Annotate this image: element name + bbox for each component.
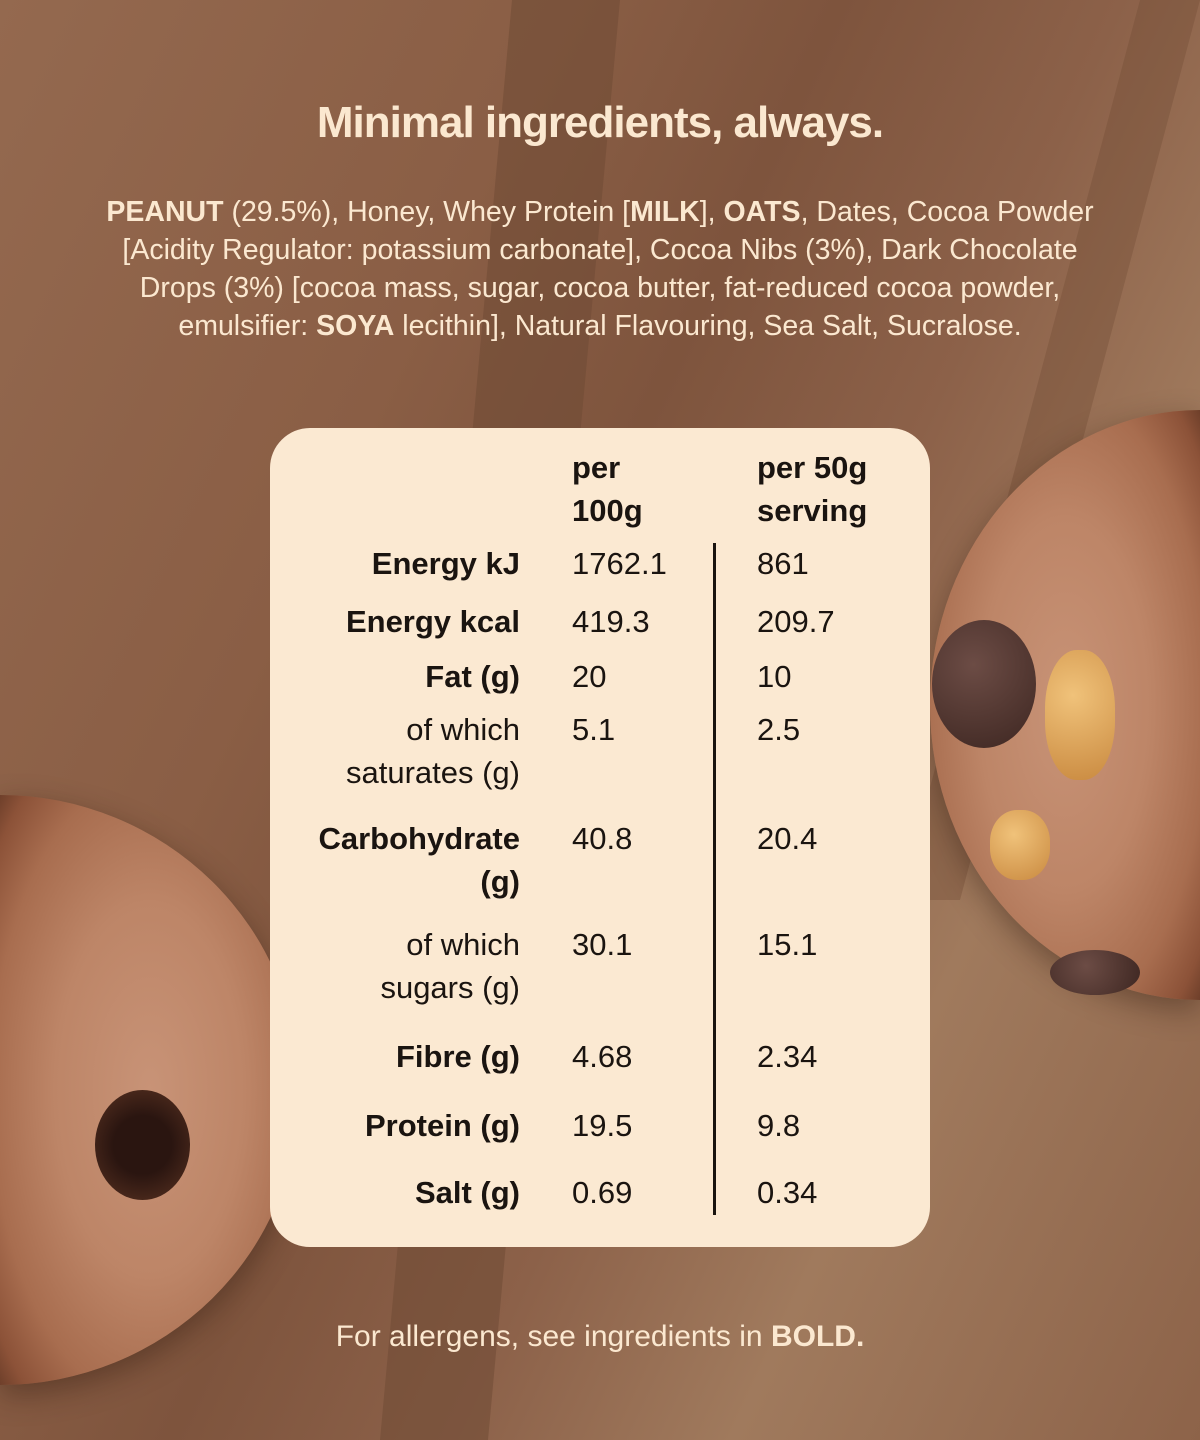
value-per-serving: 2.34 [757, 1039, 818, 1074]
value-per-100g: 20 [572, 659, 607, 694]
value-per-serving: 9.8 [757, 1108, 801, 1143]
allergen-ingredient: MILK [630, 196, 700, 228]
peanut [1045, 650, 1115, 780]
value-per-serving: 209.7 [757, 604, 835, 639]
nutrient-label: Carbohydrate (g) [318, 821, 520, 899]
column-divider [713, 543, 716, 1215]
nutrient-label: Salt (g) [414, 1175, 520, 1210]
value-per-serving: 2.5 [757, 712, 801, 747]
value-per-100g: 0.69 [572, 1175, 633, 1210]
allergen-ingredient: SOYA [316, 310, 395, 342]
value-per-100g: 419.3 [572, 604, 650, 639]
value-per-100g: 30.1 [572, 927, 633, 962]
nutrient-label: Energy kcal [345, 604, 520, 639]
ingredient-text: lecithin], Natural Flavouring, Sea Salt,… [394, 310, 1022, 342]
header-per-100g: per 100g [572, 450, 643, 528]
value-per-100g: 4.68 [572, 1039, 633, 1074]
header-per-serving: per 50g serving [757, 450, 868, 528]
nutrient-label: of which sugars (g) [380, 927, 520, 1005]
chocolate-chip [95, 1090, 190, 1200]
allergen-ingredient: OATS [723, 196, 801, 228]
ingredients-list: PEANUT (29.5%), Honey, Whey Protein [MIL… [92, 193, 1108, 345]
value-per-serving: 861 [757, 546, 809, 581]
allergen-note-bold: BOLD. [770, 1320, 865, 1353]
chocolate-chip [932, 620, 1036, 748]
allergen-ingredient: PEANUT [106, 196, 224, 228]
value-per-serving: 20.4 [757, 821, 818, 856]
ingredient-text: (29.5%), Honey, Whey Protein [ [223, 196, 631, 228]
nutrient-label: Fibre (g) [396, 1039, 520, 1074]
value-per-100g: 5.1 [572, 712, 616, 747]
value-per-serving: 0.34 [757, 1175, 818, 1210]
allergen-note-text: For allergens, see ingredients in [335, 1320, 771, 1353]
value-per-serving: 10 [757, 659, 792, 694]
value-per-100g: 40.8 [572, 821, 633, 856]
nutrient-label: of which saturates (g) [345, 712, 520, 790]
page-title: Minimal ingredients, always. [316, 98, 884, 147]
value-per-serving: 15.1 [757, 927, 818, 962]
nutrient-label: Fat (g) [425, 659, 520, 694]
allergen-note: For allergens, see ingredients in BOLD. [0, 1320, 1200, 1354]
ingredient-text: ], [699, 196, 724, 228]
nutrient-label: Protein (g) [365, 1108, 520, 1143]
peanut [990, 810, 1050, 880]
value-per-100g: 19.5 [572, 1108, 633, 1143]
chocolate-chip [1050, 950, 1140, 995]
value-per-100g: 1762.1 [572, 546, 667, 581]
nutrient-label: Energy kJ [371, 546, 520, 581]
nutrition-table: per 100g per 50g serving Energy kJ 1762.1… [270, 428, 930, 1247]
ingredient-text: , Dates, Cocoa Powder [Acidity Regulator… [122, 196, 1094, 342]
